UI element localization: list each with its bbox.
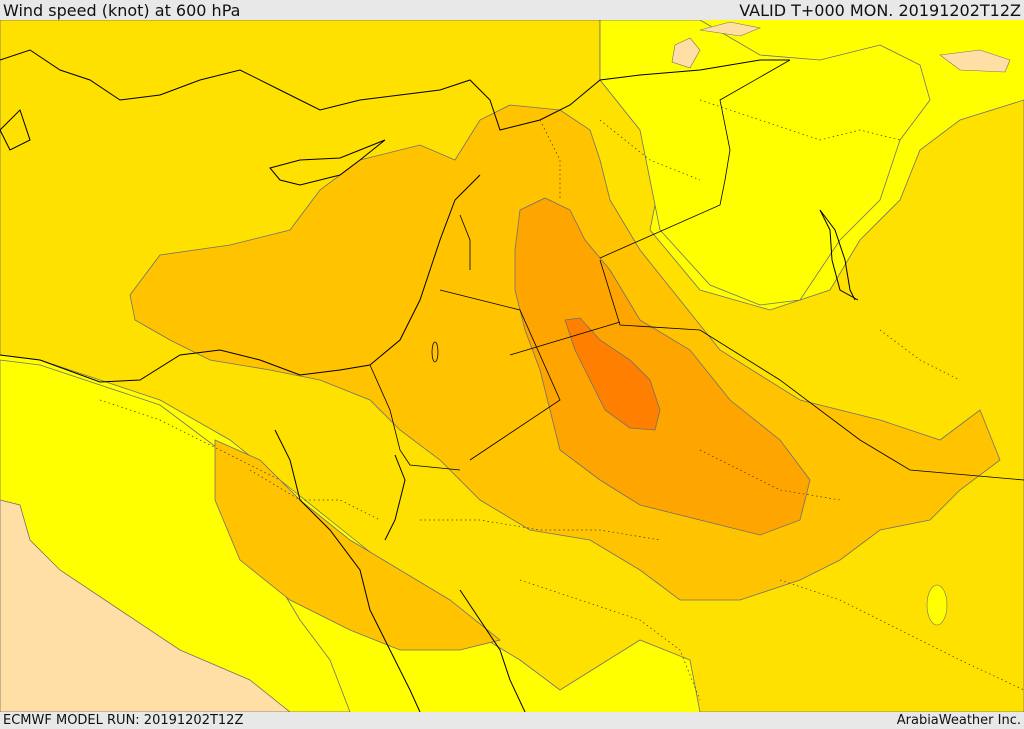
wind-speed-map <box>0 20 1024 712</box>
coastlines <box>0 49 859 712</box>
top-bar: Wind speed (knot) at 600 hPa VALID T+000… <box>0 0 1024 20</box>
band-high-region <box>514 197 811 536</box>
bottom-bar: ECMWF MODEL RUN: 20191202T12Z ArabiaWeat… <box>0 712 1024 729</box>
band-mid-south <box>214 439 501 651</box>
valid-time: VALID T+000 MON. 20191202T12Z <box>739 1 1021 20</box>
band-lightest-northeast <box>599 20 931 306</box>
country-borders <box>369 59 1024 481</box>
model-run: ECMWF MODEL RUN: 20191202T12Z <box>3 713 244 728</box>
band-highest-core <box>564 317 661 431</box>
lake-1 <box>431 341 439 363</box>
lake-2 <box>926 584 948 626</box>
admin-boundaries <box>99 99 1024 701</box>
band-calm-patch-1 <box>671 37 701 69</box>
map-area[interactable] <box>0 20 1024 712</box>
credit: ArabiaWeather Inc. <box>896 713 1021 728</box>
map-title: Wind speed (knot) at 600 hPa <box>3 1 241 20</box>
band-calm-southwest <box>0 499 291 712</box>
band-calm-patch-3 <box>699 21 762 37</box>
band-calm-patch-2 <box>939 49 1011 73</box>
